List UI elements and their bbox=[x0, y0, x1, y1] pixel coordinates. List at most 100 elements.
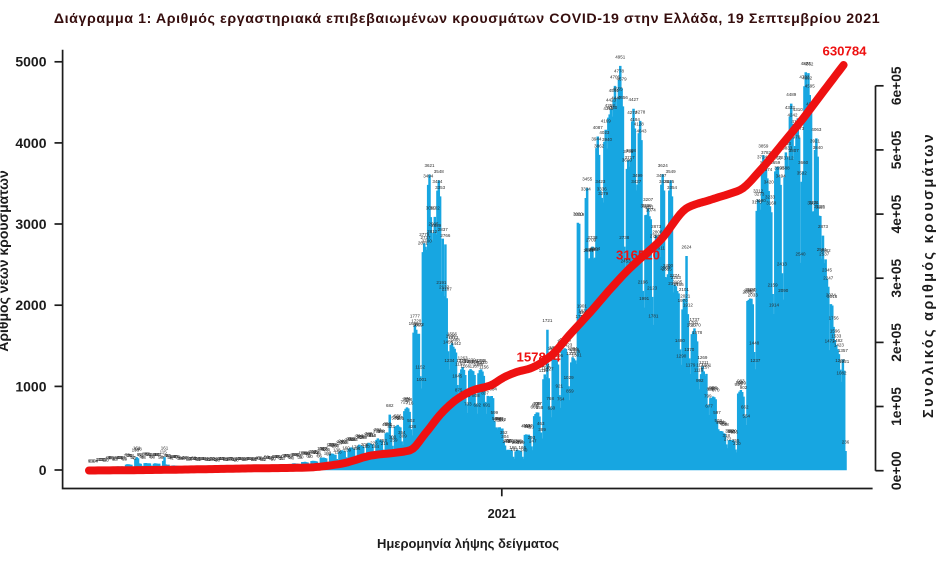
svg-text:43: 43 bbox=[181, 455, 187, 460]
svg-text:252: 252 bbox=[504, 438, 512, 443]
svg-text:3532: 3532 bbox=[797, 170, 808, 175]
svg-text:22: 22 bbox=[196, 457, 202, 462]
svg-text:4427: 4427 bbox=[628, 97, 639, 102]
svg-text:2873: 2873 bbox=[651, 224, 662, 229]
svg-text:36: 36 bbox=[237, 456, 243, 461]
svg-text:242: 242 bbox=[337, 439, 345, 444]
svg-text:86: 86 bbox=[146, 452, 152, 457]
svg-text:100: 100 bbox=[303, 451, 311, 456]
svg-text:3113: 3113 bbox=[815, 205, 825, 210]
svg-text:190: 190 bbox=[332, 443, 340, 448]
svg-text:60: 60 bbox=[308, 454, 314, 459]
svg-text:725: 725 bbox=[401, 400, 409, 405]
svg-text:768: 768 bbox=[546, 396, 554, 401]
svg-text:4087: 4087 bbox=[593, 125, 604, 130]
svg-text:4000: 4000 bbox=[15, 135, 46, 151]
svg-text:875: 875 bbox=[455, 387, 463, 392]
svg-text:114: 114 bbox=[308, 450, 316, 455]
svg-text:2196: 2196 bbox=[638, 279, 649, 284]
svg-text:140: 140 bbox=[520, 447, 528, 452]
svg-text:33: 33 bbox=[220, 456, 226, 461]
svg-text:1174: 1174 bbox=[540, 363, 550, 368]
svg-text:117: 117 bbox=[309, 449, 317, 454]
svg-text:33: 33 bbox=[121, 456, 127, 461]
svg-text:1901: 1901 bbox=[577, 304, 588, 309]
svg-text:151: 151 bbox=[321, 447, 329, 452]
svg-text:677: 677 bbox=[705, 404, 713, 409]
svg-text:318: 318 bbox=[723, 433, 731, 438]
svg-text:454: 454 bbox=[720, 422, 728, 427]
svg-text:921: 921 bbox=[556, 384, 564, 389]
svg-text:554: 554 bbox=[742, 414, 750, 419]
svg-text:1296: 1296 bbox=[553, 353, 564, 358]
svg-text:20: 20 bbox=[243, 457, 249, 462]
svg-text:894: 894 bbox=[711, 386, 719, 391]
svg-text:198: 198 bbox=[326, 443, 334, 448]
svg-text:34: 34 bbox=[235, 456, 241, 461]
svg-text:799: 799 bbox=[704, 394, 712, 399]
svg-text:1114: 1114 bbox=[539, 368, 549, 373]
svg-text:2766: 2766 bbox=[440, 233, 451, 238]
svg-text:887: 887 bbox=[708, 386, 716, 391]
svg-text:3497: 3497 bbox=[656, 173, 667, 178]
svg-text:14: 14 bbox=[102, 458, 108, 463]
svg-text:2104: 2104 bbox=[745, 287, 756, 292]
svg-text:83: 83 bbox=[154, 452, 160, 457]
svg-text:4169: 4169 bbox=[601, 118, 612, 123]
svg-text:3074: 3074 bbox=[646, 208, 657, 213]
svg-text:1458: 1458 bbox=[443, 340, 454, 345]
svg-text:1839: 1839 bbox=[578, 309, 589, 314]
svg-text:41: 41 bbox=[169, 456, 175, 461]
svg-text:356: 356 bbox=[730, 430, 738, 435]
svg-text:68: 68 bbox=[285, 453, 291, 458]
svg-text:49: 49 bbox=[120, 455, 126, 460]
svg-text:70: 70 bbox=[284, 453, 290, 458]
svg-text:32: 32 bbox=[210, 456, 216, 461]
svg-text:148: 148 bbox=[134, 447, 142, 452]
svg-text:1721: 1721 bbox=[542, 318, 553, 323]
svg-text:289: 289 bbox=[360, 435, 368, 440]
svg-text:34: 34 bbox=[248, 456, 254, 461]
svg-text:440: 440 bbox=[522, 423, 530, 428]
svg-text:4706: 4706 bbox=[610, 74, 621, 79]
svg-text:363: 363 bbox=[728, 429, 736, 434]
svg-text:66: 66 bbox=[317, 453, 323, 458]
svg-text:463: 463 bbox=[537, 421, 545, 426]
svg-text:23: 23 bbox=[223, 457, 229, 462]
svg-text:115: 115 bbox=[160, 449, 168, 454]
svg-text:56: 56 bbox=[139, 454, 145, 459]
svg-text:3160: 3160 bbox=[766, 201, 777, 206]
svg-text:2581: 2581 bbox=[583, 248, 594, 253]
svg-text:58: 58 bbox=[275, 454, 281, 459]
svg-text:2107: 2107 bbox=[442, 287, 453, 292]
svg-text:2738: 2738 bbox=[619, 235, 630, 240]
svg-text:50: 50 bbox=[150, 455, 156, 460]
svg-text:512: 512 bbox=[499, 417, 507, 422]
svg-text:157: 157 bbox=[320, 446, 328, 451]
svg-text:663: 663 bbox=[530, 405, 538, 410]
svg-text:3129: 3129 bbox=[642, 203, 653, 208]
svg-text:2e+05: 2e+05 bbox=[889, 323, 904, 362]
svg-text:272: 272 bbox=[724, 437, 732, 442]
svg-text:3921: 3921 bbox=[810, 139, 821, 144]
svg-text:4541: 4541 bbox=[609, 88, 620, 93]
svg-text:84: 84 bbox=[293, 452, 299, 457]
svg-text:32: 32 bbox=[269, 456, 275, 461]
svg-text:1220: 1220 bbox=[464, 359, 475, 364]
svg-text:26: 26 bbox=[187, 457, 193, 462]
svg-text:884: 884 bbox=[489, 387, 497, 392]
svg-text:236: 236 bbox=[842, 440, 850, 445]
svg-text:1596: 1596 bbox=[830, 328, 841, 333]
svg-text:1179: 1179 bbox=[686, 363, 696, 368]
svg-text:250: 250 bbox=[507, 438, 515, 443]
svg-text:81: 81 bbox=[151, 452, 157, 457]
svg-text:1193: 1193 bbox=[455, 361, 465, 366]
svg-text:3548: 3548 bbox=[434, 169, 445, 174]
svg-text:50: 50 bbox=[264, 455, 270, 460]
svg-text:758: 758 bbox=[405, 397, 413, 402]
svg-text:1211: 1211 bbox=[699, 360, 709, 365]
svg-text:29: 29 bbox=[186, 456, 192, 461]
svg-text:21: 21 bbox=[232, 457, 238, 462]
svg-text:36: 36 bbox=[200, 456, 206, 461]
svg-text:161: 161 bbox=[161, 446, 169, 451]
